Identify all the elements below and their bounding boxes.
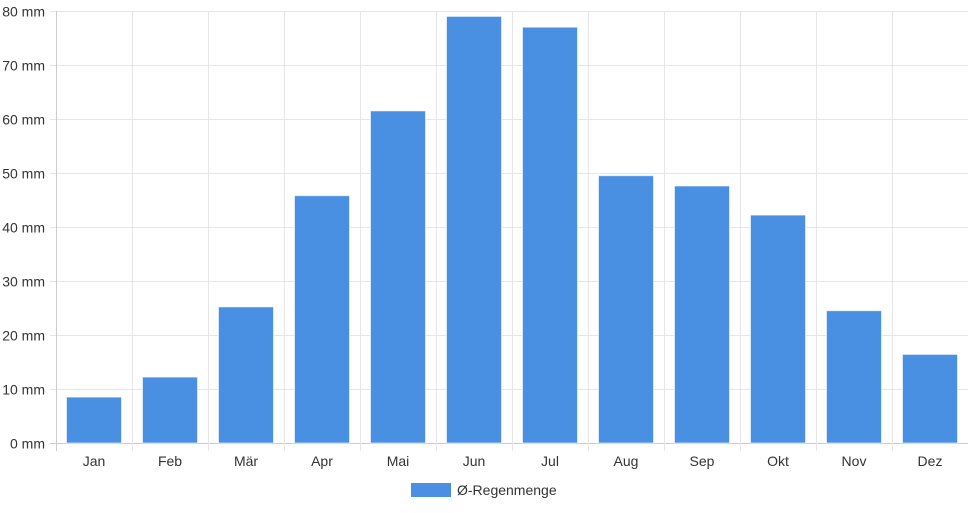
x-tick-label: Mai [387,453,410,469]
bar-nov[interactable] [826,310,882,444]
bar-okt[interactable] [750,214,806,444]
bar-mär[interactable] [218,306,274,444]
x-tick-label: Dez [918,453,943,469]
bar-jan[interactable] [66,396,122,444]
legend-swatch[interactable] [411,483,451,497]
y-axis-labels: 0 mm 10 mm 20 mm 30 mm 40 mm 50 mm 60 mm 70 mm 8… [2,4,45,452]
bar-feb[interactable] [142,376,198,444]
y-tick-label: 70 mm [2,58,45,74]
x-tick-label: Aug [614,453,639,469]
grid-layer [50,11,968,451]
legend-label[interactable]: Ø-Regenmenge [457,482,557,498]
x-tick-label: Nov [842,453,867,469]
bar-jul[interactable] [522,26,578,444]
x-tick-label: Mär [234,453,258,469]
legend[interactable]: Ø-Regenmenge [411,482,557,498]
y-tick-label: 40 mm [2,220,45,236]
y-tick-label: 80 mm [2,4,45,20]
x-tick-label: Apr [311,453,333,469]
x-tick-label: Jun [463,453,486,469]
x-tick-label: Feb [158,453,182,469]
y-tick-label: 30 mm [2,274,45,290]
x-tick-label: Jul [541,453,559,469]
bar-aug[interactable] [598,175,654,444]
bar-sep[interactable] [674,185,730,444]
y-tick-label: 20 mm [2,328,45,344]
x-tick-label: Jan [83,453,106,469]
x-tick-label: Sep [690,453,715,469]
bar-mai[interactable] [370,110,426,444]
bar-dez[interactable] [902,353,958,444]
bar-jun[interactable] [446,15,502,444]
x-axis-labels: Jan Feb Mär Apr Mai Jun Jul Aug Sep Okt Nov Dez [83,453,943,469]
bar-apr[interactable] [294,195,350,444]
x-tick-label: Okt [767,453,789,469]
y-tick-label: 10 mm [2,382,45,398]
bar-layer [66,15,958,444]
y-tick-label: 0 mm [10,436,45,452]
y-tick-label: 60 mm [2,112,45,128]
y-tick-label: 50 mm [2,166,45,182]
